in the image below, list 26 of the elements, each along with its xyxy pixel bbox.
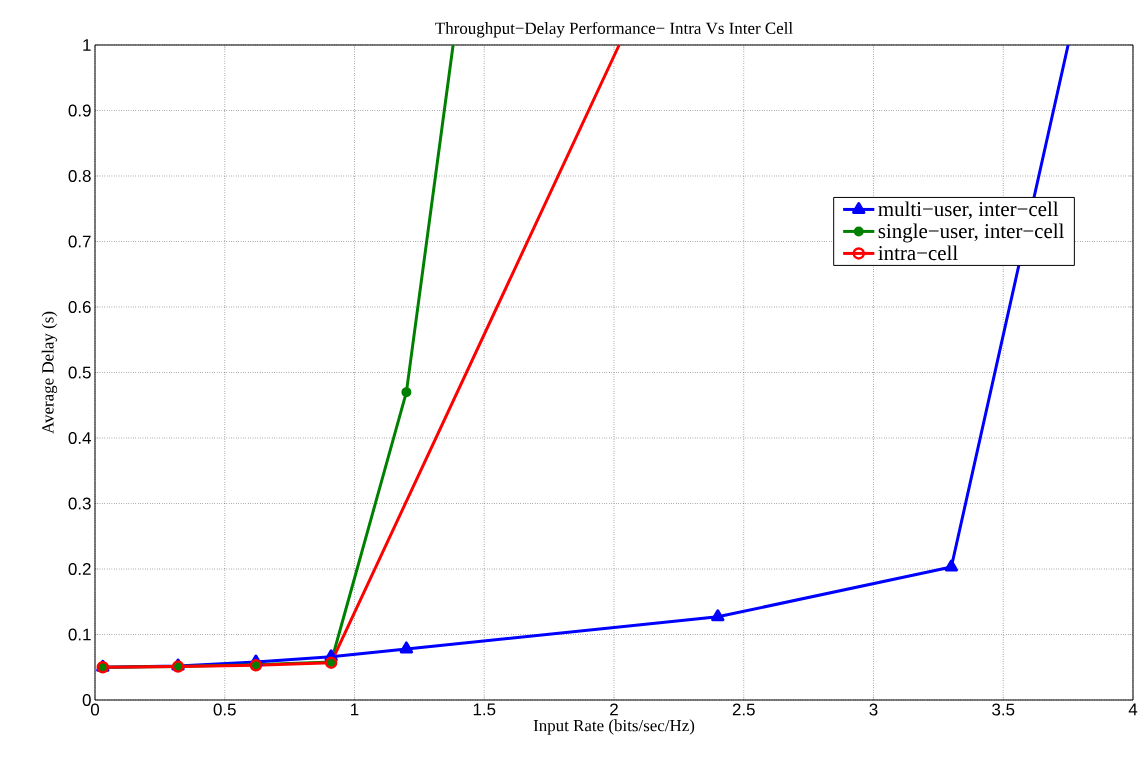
x-tick-label: 0 <box>90 703 100 716</box>
x-axis-title: Input Rate (bits/sec/Hz) <box>533 719 695 735</box>
x-tick-label: 1.5 <box>473 703 496 716</box>
y-tick-label: 0.3 <box>68 497 91 510</box>
y-tick-label: 0.5 <box>68 366 91 379</box>
x-tick-label: 2 <box>610 703 618 716</box>
y-tick-label: 0.8 <box>68 170 91 182</box>
x-tick-label: 0.5 <box>213 703 236 716</box>
y-tick-label: 0.9 <box>68 104 91 117</box>
x-tick-label: 3 <box>869 703 878 716</box>
y-tick-label: 1 <box>83 39 91 51</box>
y-axis-title: Average Delay (s) <box>41 311 58 434</box>
chart-title: Throughput−Delay Performance− Intra Vs Inter Cell <box>435 21 793 38</box>
x-tick-label: 1 <box>351 703 359 716</box>
legend-label: single−user, inter−cell <box>878 223 1064 243</box>
legend-label: intra−cell <box>878 245 958 261</box>
y-tick-label: 0.1 <box>68 628 91 641</box>
x-tick-label: 3.5 <box>992 703 1015 716</box>
y-tick-label: 0.2 <box>68 563 91 575</box>
y-tick-label: 0.7 <box>68 235 91 248</box>
y-tick-label: 0.4 <box>68 432 91 444</box>
legend-label: multi−user, inter−cell <box>878 201 1059 220</box>
y-tick-label: 0.6 <box>68 301 91 313</box>
y-tick-label: 0 <box>82 694 91 706</box>
x-tick-label: 4 <box>1128 703 1138 716</box>
x-tick-label: 2.5 <box>732 703 755 716</box>
